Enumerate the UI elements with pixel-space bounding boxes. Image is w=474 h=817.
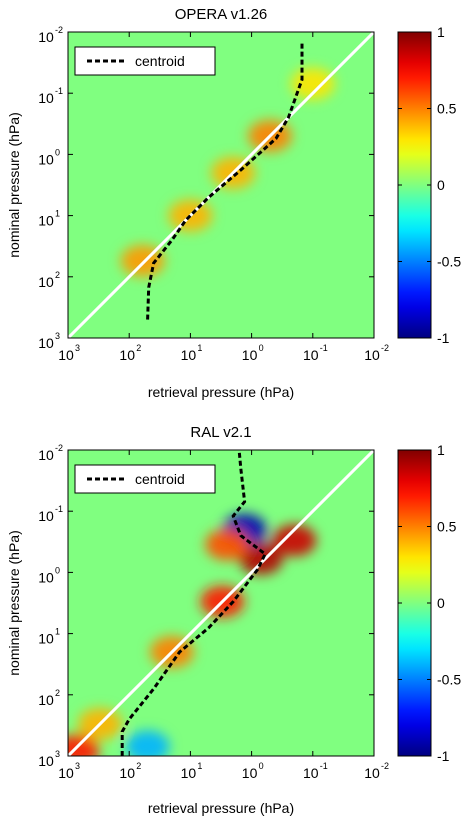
heatmap-feature xyxy=(205,528,250,561)
chart-title: RAL v2.1 xyxy=(190,424,251,441)
colorbar xyxy=(397,449,432,757)
x-tick-exponent: -1 xyxy=(320,761,328,771)
y-tick-label: 10 xyxy=(38,29,54,45)
x-tick-label: 10 xyxy=(119,765,135,781)
colorbar-tick-label: -1 xyxy=(437,330,450,346)
colorbar xyxy=(397,31,432,339)
y-tick-label: 10 xyxy=(38,753,54,769)
heatmap-feature xyxy=(68,734,100,756)
plot-frame xyxy=(67,31,375,339)
colorbar-tick-label: 0.5 xyxy=(437,101,457,117)
chart-panel: 10 3 10 2 10 1 10 0 10 -1 10 -210 -210 -110 010 110 210 3… xyxy=(6,424,461,816)
x-tick-exponent: 1 xyxy=(197,343,202,353)
y-tick-exponent: 3 xyxy=(55,749,60,759)
x-tick-label: 10 xyxy=(364,765,380,781)
colorbar-tick-label: -1 xyxy=(437,748,450,764)
x-tick-label: 10 xyxy=(58,347,74,363)
colorbar-tick-label: 0 xyxy=(437,595,445,611)
x-tick-exponent: -2 xyxy=(381,761,389,771)
y-tick-label: 10 xyxy=(38,692,54,708)
x-tick-exponent: 1 xyxy=(197,761,202,771)
y-tick-exponent: 1 xyxy=(55,627,60,637)
x-tick-exponent: 3 xyxy=(75,761,80,771)
x-axis-label: retrieval pressure (hPa) xyxy=(148,384,294,400)
x-tick-label: 10 xyxy=(181,765,197,781)
y-tick-label: 10 xyxy=(38,508,54,524)
colorbar-tick-label: 1 xyxy=(437,24,445,40)
y-tick-exponent: -2 xyxy=(55,25,63,35)
x-tick-exponent: 0 xyxy=(259,343,264,353)
y-tick-label: 10 xyxy=(38,274,54,290)
y-tick-label: 10 xyxy=(38,213,54,229)
x-tick-exponent: 2 xyxy=(136,343,141,353)
y-tick-exponent: -1 xyxy=(55,86,63,96)
y-tick-exponent: 2 xyxy=(55,688,60,698)
y-tick-exponent: 0 xyxy=(55,147,60,157)
colorbar-tick-label: 0 xyxy=(437,177,445,193)
y-tick-exponent: -2 xyxy=(55,443,63,453)
x-tick-label: 10 xyxy=(242,347,258,363)
chart-panel: 10 3 10 2 10 1 10 0 10 -1 10 -210 -210 -110 010 110 210 3… xyxy=(6,6,461,400)
y-tick-exponent: 1 xyxy=(55,209,60,219)
plot-frame xyxy=(67,449,375,757)
y-tick-label: 10 xyxy=(38,631,54,647)
y-tick-exponent: 3 xyxy=(55,331,60,341)
x-tick-exponent: -1 xyxy=(320,343,328,353)
colorbar-tick-label: 0.5 xyxy=(437,519,457,535)
y-tick-label: 10 xyxy=(38,447,54,463)
identity-line xyxy=(68,450,374,756)
x-tick-exponent: 2 xyxy=(136,761,141,771)
colorbar-tick-label: 1 xyxy=(437,442,445,458)
centroid-line xyxy=(120,450,268,756)
y-axis-label: nominal pressure (hPa) xyxy=(6,112,22,258)
x-axis-label: retrieval pressure (hPa) xyxy=(148,800,294,816)
centroid-line xyxy=(146,42,304,320)
y-tick-label: 10 xyxy=(38,151,54,167)
x-tick-label: 10 xyxy=(181,347,197,363)
colorbar-tick-label: -0.5 xyxy=(437,254,461,270)
x-tick-label: 10 xyxy=(364,347,380,363)
y-tick-exponent: 2 xyxy=(55,270,60,280)
y-tick-label: 10 xyxy=(38,90,54,106)
legend-label: centroid xyxy=(135,471,185,487)
heatmap-area xyxy=(68,450,374,756)
x-tick-exponent: -2 xyxy=(381,343,389,353)
x-tick-exponent: 3 xyxy=(75,343,80,353)
x-tick-exponent: 0 xyxy=(259,761,264,771)
y-tick-label: 10 xyxy=(38,335,54,351)
y-tick-exponent: 0 xyxy=(55,565,60,575)
x-tick-label: 10 xyxy=(303,347,319,363)
legend-label: centroid xyxy=(135,53,185,69)
heatmap-feature xyxy=(125,730,170,756)
heatmap-area xyxy=(68,32,374,338)
heatmap-feature xyxy=(272,524,317,557)
y-axis-label: nominal pressure (hPa) xyxy=(6,530,22,676)
x-tick-label: 10 xyxy=(303,765,319,781)
x-tick-label: 10 xyxy=(58,765,74,781)
chart-title: OPERA v1.26 xyxy=(175,6,268,23)
colorbar-tick-label: -0.5 xyxy=(437,672,461,688)
y-tick-exponent: -1 xyxy=(55,504,63,514)
x-tick-label: 10 xyxy=(119,347,135,363)
y-tick-label: 10 xyxy=(38,569,54,585)
x-tick-label: 10 xyxy=(242,765,258,781)
